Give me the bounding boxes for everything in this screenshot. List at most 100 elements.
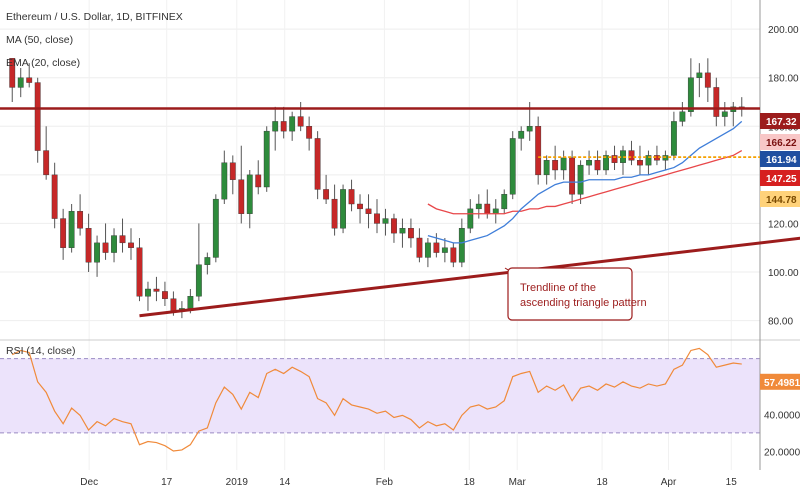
candle-body (433, 242, 440, 253)
y-tick-label: 100.00 (768, 268, 799, 279)
candle-body (458, 228, 465, 263)
candle-body (441, 247, 448, 253)
price-tag (760, 113, 800, 129)
candle-body (560, 157, 567, 171)
rsi-axis-ticks: 20.0000 40.0000 (764, 410, 800, 458)
chart-title: Ethereum / U.S. Dollar, 1D, BITFINEX (6, 11, 183, 23)
annotation-box (507, 267, 633, 321)
candle-body (399, 228, 406, 234)
candle-body (60, 218, 67, 248)
candle-body (331, 198, 338, 229)
candle-body (204, 257, 211, 265)
x-tick-label: 18 (464, 477, 476, 488)
candle-body (518, 130, 525, 139)
candle-body (535, 126, 542, 176)
x-tick-label: Feb (376, 477, 394, 488)
candle-body (255, 174, 262, 188)
candle-body (221, 162, 228, 200)
candle-body (128, 242, 134, 248)
candle-body (670, 121, 677, 156)
candle-body (246, 174, 253, 214)
candle-body (424, 242, 431, 258)
candle-body (102, 242, 109, 253)
y-tick-label: 120.00 (768, 219, 799, 230)
x-tick-label: 2019 (226, 477, 249, 488)
candle-body (526, 126, 533, 132)
candle-body (272, 121, 279, 132)
candle-body (552, 160, 559, 171)
candle-body (603, 155, 609, 171)
rsi-value-text: 57.4981 (764, 378, 800, 389)
candle-body (187, 296, 194, 309)
candle-body (450, 247, 457, 263)
candle-body (119, 235, 126, 244)
candle-body (145, 288, 151, 297)
candle-body (195, 264, 202, 297)
candle-body (679, 111, 686, 122)
candle-body (594, 160, 601, 171)
x-tick-label: 14 (279, 477, 291, 488)
y-tick-label: 80.00 (768, 317, 793, 328)
candle-body (611, 155, 618, 163)
candle-body (43, 150, 50, 176)
candle-body (586, 160, 592, 166)
candle-body (297, 116, 304, 127)
candle-body (280, 121, 287, 132)
candle-body (9, 58, 16, 88)
price-tag (760, 191, 800, 207)
x-tick-label: Dec (80, 477, 98, 488)
candle-body (136, 247, 143, 297)
candle-body (408, 228, 414, 239)
rsi-value-tag (760, 373, 800, 390)
price-tag-text: 166.22 (766, 138, 797, 149)
candle-body (569, 157, 576, 195)
candlesticks (9, 58, 745, 319)
ma-line (427, 150, 743, 215)
candle-body (212, 198, 219, 258)
candle-body (492, 208, 499, 214)
rsi-tick-label: 20.0000 (764, 447, 800, 458)
candle-body (721, 111, 728, 117)
candle-body (484, 203, 491, 214)
candle-body (77, 211, 84, 229)
candle-body (34, 82, 41, 151)
price-tag-text: 161.94 (766, 155, 797, 166)
candle-body (577, 164, 584, 195)
candle-body (637, 160, 643, 166)
price-tag-text: 147.25 (766, 174, 797, 185)
rsi-tick-label: 40.0000 (764, 410, 800, 421)
price-tags: 167.32 166.22 161.94 147.25 144.78 (760, 113, 800, 207)
candle-body (51, 174, 58, 219)
x-tick-label: 18 (597, 477, 609, 488)
x-tick-label: Apr (661, 477, 677, 488)
candle-body (111, 235, 117, 253)
candle-body (416, 237, 423, 258)
candle-body (391, 218, 397, 234)
price-tag (760, 134, 800, 150)
candle-body (645, 155, 652, 166)
rsi-line (11, 347, 742, 452)
candle-body (687, 77, 694, 112)
candle-body (696, 72, 703, 78)
candle-body (713, 87, 720, 117)
rsi-legend: RSI (14, close) (6, 345, 75, 357)
y-tick-label: 180.00 (768, 74, 799, 85)
x-tick-label: 17 (161, 477, 173, 488)
candle-body (628, 150, 635, 161)
x-tick-label: 15 (726, 477, 738, 488)
trendline (139, 236, 800, 318)
y-tick-label: 200.00 (768, 25, 799, 36)
price-tag-text: 167.32 (766, 117, 797, 128)
candle-body (314, 138, 321, 190)
candle-body (543, 160, 550, 176)
candle-body (306, 126, 313, 139)
candle-body (170, 298, 177, 312)
ma-legend: MA (50, close) (6, 34, 73, 46)
price-tag-text: 144.78 (766, 195, 797, 206)
annotation-text-line-1: Trendline of the (520, 282, 596, 294)
candle-body (162, 291, 168, 299)
candle-body (509, 138, 516, 195)
candle-body (704, 72, 711, 88)
candle-body (26, 77, 33, 83)
